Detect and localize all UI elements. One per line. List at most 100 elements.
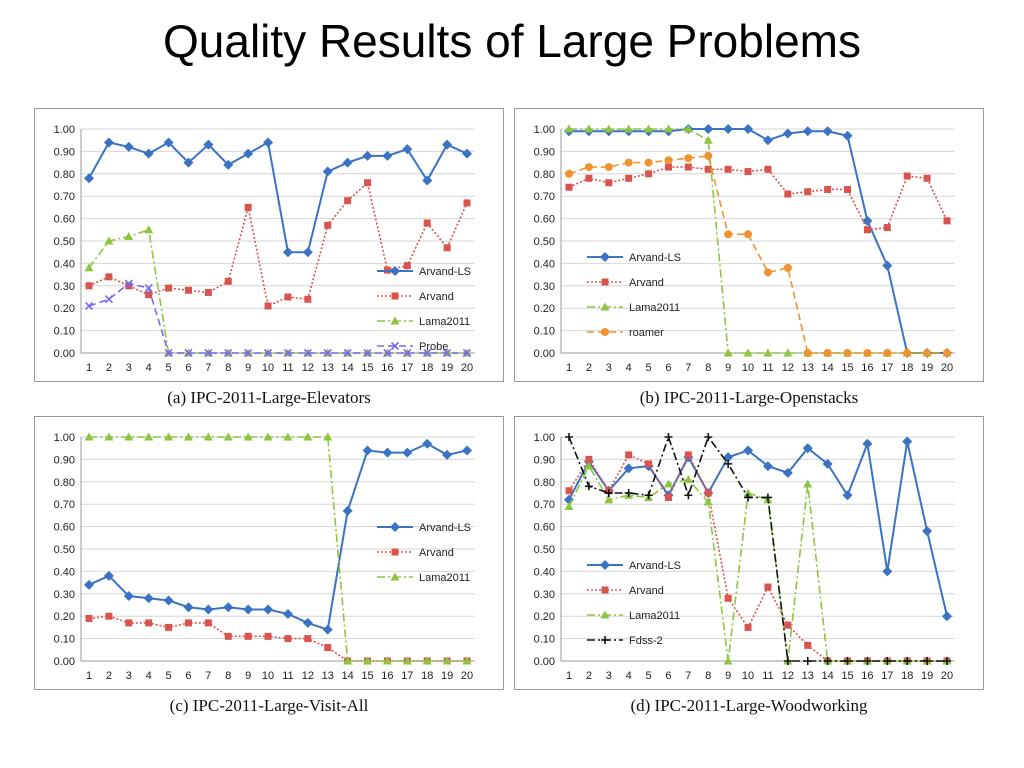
legend-label: Lama2011 xyxy=(419,316,470,328)
legend-item: Arvand-LS xyxy=(587,560,681,572)
data-point xyxy=(743,488,753,497)
y-tick-label: 0.60 xyxy=(54,522,75,534)
y-tick-label: 0.00 xyxy=(54,348,75,360)
legend-item: Arvand-LS xyxy=(377,266,471,278)
legend-marker xyxy=(601,278,609,286)
legend-item: Lama2011 xyxy=(587,610,680,622)
x-tick-label: 18 xyxy=(901,670,913,682)
y-tick-label: 0.70 xyxy=(534,499,555,511)
data-point xyxy=(724,230,733,239)
data-point xyxy=(565,183,573,191)
data-point xyxy=(442,139,453,150)
data-point xyxy=(763,493,772,502)
data-point xyxy=(362,150,373,161)
x-tick-label: 9 xyxy=(725,670,731,682)
data-point xyxy=(605,179,613,187)
legend-item: Arvand xyxy=(377,291,454,303)
legend-marker xyxy=(601,586,609,594)
data-point xyxy=(204,289,212,297)
data-point xyxy=(882,566,893,577)
data-point xyxy=(463,199,471,207)
data-point xyxy=(763,268,772,277)
data-point xyxy=(243,604,254,615)
data-point xyxy=(145,291,153,299)
x-tick-label: 19 xyxy=(921,362,933,374)
data-point xyxy=(664,156,673,165)
x-tick-label: 16 xyxy=(861,670,873,682)
data-point xyxy=(302,617,313,628)
data-point xyxy=(822,458,833,469)
x-tick-label: 15 xyxy=(841,670,853,682)
x-tick-label: 20 xyxy=(461,362,473,374)
data-point xyxy=(744,493,753,502)
x-tick-label: 11 xyxy=(282,670,293,682)
data-point xyxy=(684,491,693,500)
line-chart-visit-all: 0.00 0.10 0.20 0.30 0.40 0.50 0.60 0.70 0.80 0.90… xyxy=(54,432,475,682)
data-point xyxy=(903,172,911,180)
data-point xyxy=(863,226,871,234)
data-point xyxy=(362,445,373,456)
data-point xyxy=(585,455,593,463)
legend-label: Lama2011 xyxy=(419,572,470,584)
y-tick-label: 0.40 xyxy=(534,258,555,270)
x-tick-label: 4 xyxy=(626,362,632,374)
data-point xyxy=(604,495,614,504)
y-tick-label: 0.30 xyxy=(534,281,555,293)
data-point xyxy=(442,656,452,665)
y-tick-label: 0.50 xyxy=(534,544,555,556)
data-point xyxy=(302,247,313,258)
x-tick-label: 9 xyxy=(245,362,251,374)
data-point xyxy=(343,656,353,665)
y-tick-label: 0.20 xyxy=(534,303,555,315)
data-point xyxy=(383,348,392,358)
data-point xyxy=(403,348,412,358)
x-tick-label: 17 xyxy=(401,362,413,374)
data-point xyxy=(803,657,812,665)
data-point xyxy=(823,349,832,357)
line-chart-woodworking: 0.00 0.10 0.20 0.30 0.40 0.50 0.60 0.70 0.80 0.90… xyxy=(534,432,955,682)
data-point xyxy=(323,348,332,358)
legend-label: Arvand xyxy=(629,585,664,597)
data-point xyxy=(863,657,872,665)
legend-marker xyxy=(390,572,400,581)
chart-frame: 0.00 0.10 0.20 0.30 0.40 0.50 0.60 0.70 0.80 0.90… xyxy=(514,416,984,690)
data-point xyxy=(623,463,634,474)
data-point xyxy=(783,657,792,665)
y-tick-label: 0.60 xyxy=(54,214,75,226)
data-point xyxy=(223,602,234,613)
data-point xyxy=(204,619,212,627)
data-point xyxy=(723,656,733,665)
x-tick-label: 13 xyxy=(322,670,334,682)
data-point xyxy=(224,348,233,358)
y-tick-label: 0.90 xyxy=(54,454,75,466)
x-tick-label: 16 xyxy=(381,670,393,682)
x-tick-label: 3 xyxy=(126,362,132,374)
x-tick-label: 20 xyxy=(941,362,953,374)
y-tick-label: 0.10 xyxy=(534,326,555,338)
data-point xyxy=(422,175,433,186)
data-point xyxy=(784,621,792,629)
data-point xyxy=(402,656,412,665)
data-point xyxy=(184,348,193,358)
legend-marker xyxy=(600,560,610,570)
data-point xyxy=(125,282,133,290)
data-point xyxy=(764,583,772,591)
x-tick-label: 10 xyxy=(742,362,754,374)
data-point xyxy=(165,623,173,631)
series-line xyxy=(568,464,947,662)
data-point xyxy=(843,349,852,357)
data-point xyxy=(442,449,453,460)
data-point xyxy=(125,619,133,627)
legend-marker xyxy=(390,316,400,325)
y-tick-label: 0.30 xyxy=(534,589,555,601)
series-line xyxy=(88,282,467,354)
x-tick-label: 5 xyxy=(646,362,652,374)
legend-item: Arvand xyxy=(377,547,454,559)
data-point xyxy=(323,432,333,441)
data-point xyxy=(644,124,654,133)
data-point xyxy=(943,217,951,225)
data-point xyxy=(304,635,312,643)
data-point xyxy=(283,348,293,358)
data-point xyxy=(604,163,613,172)
x-tick-label: 17 xyxy=(881,362,893,374)
